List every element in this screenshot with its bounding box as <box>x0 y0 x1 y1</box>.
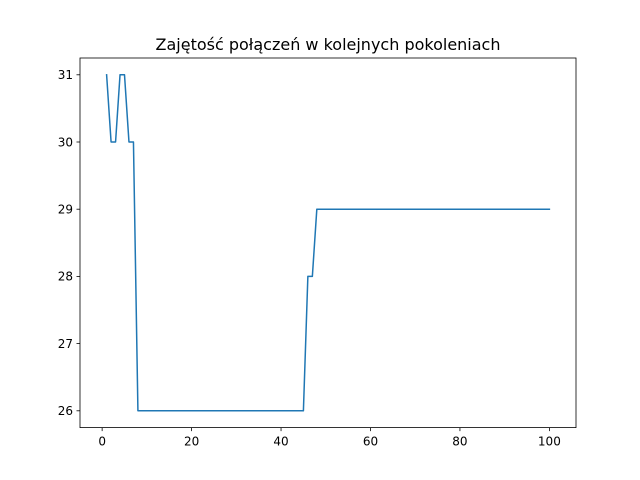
y-tick-label: 29 <box>58 203 73 217</box>
y-tick-label: 26 <box>58 404 73 418</box>
y-tick-label: 27 <box>58 337 73 351</box>
x-tick-label: 80 <box>452 435 467 449</box>
plot-area <box>105 74 551 412</box>
x-tick-label: 40 <box>273 435 288 449</box>
y-tick-label: 30 <box>58 135 73 149</box>
chart-title: Zajętość połączeń w kolejnych pokoleniac… <box>156 35 501 54</box>
x-tick-label: 60 <box>363 435 378 449</box>
x-tick-label: 0 <box>98 435 106 449</box>
x-axis: 0 20 40 60 80 100 <box>98 427 561 449</box>
y-axis: 26 27 28 29 30 31 <box>58 68 80 418</box>
x-tick-label: 20 <box>184 435 199 449</box>
x-tick-label: 100 <box>538 435 561 449</box>
y-tick-label: 28 <box>58 270 73 284</box>
plot-frame <box>79 57 577 429</box>
series-line-0 <box>105 74 551 412</box>
y-tick-label: 31 <box>58 68 73 82</box>
